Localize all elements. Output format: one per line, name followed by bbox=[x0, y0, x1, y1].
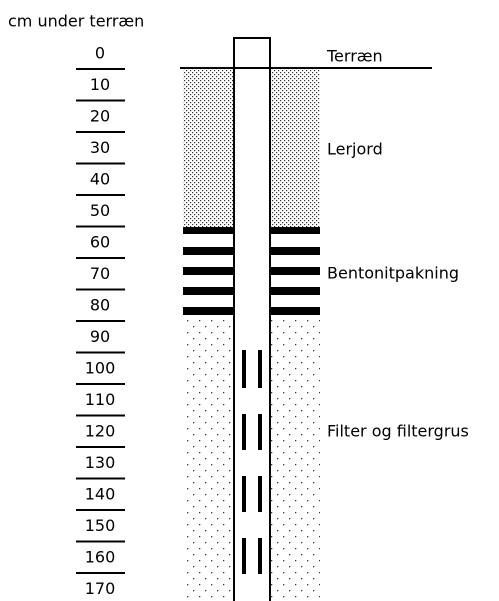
depth-label: 100 bbox=[85, 359, 116, 378]
depth-label: 130 bbox=[85, 453, 116, 472]
screen-slots bbox=[242, 350, 262, 574]
depth-label: 110 bbox=[85, 390, 116, 409]
layer-label: Lerjord bbox=[327, 140, 383, 159]
pipe bbox=[233, 37, 271, 601]
depth-label: 30 bbox=[90, 138, 110, 157]
depth-label: 90 bbox=[90, 327, 110, 346]
depth-label: 160 bbox=[85, 548, 116, 567]
clay-layer bbox=[270, 68, 320, 228]
filter-layer bbox=[183, 316, 233, 601]
bentonite-layer bbox=[183, 227, 320, 315]
depth-label: 20 bbox=[90, 107, 110, 126]
layer-label: Bentonitpakning bbox=[327, 264, 459, 283]
depth-label: 80 bbox=[90, 296, 110, 315]
depth-label: 60 bbox=[90, 233, 110, 252]
depth-label: 120 bbox=[85, 422, 116, 441]
depth-label: 70 bbox=[90, 264, 110, 283]
axis-title: cm under terræn bbox=[8, 12, 144, 31]
depth-label: 150 bbox=[85, 516, 116, 535]
depth-label: 50 bbox=[90, 201, 110, 220]
filter-layer bbox=[270, 316, 320, 601]
depth-scale: 0 10 20 30 40 50 60 70 80 90 100 110 120 130 140 150 160… bbox=[76, 44, 125, 598]
depth-label: 140 bbox=[85, 485, 116, 504]
depth-label: 40 bbox=[90, 170, 110, 189]
layer-label: Filter og filtergrus bbox=[327, 422, 469, 441]
depth-label: 0 bbox=[95, 44, 105, 63]
depth-label: 10 bbox=[90, 75, 110, 94]
clay-layer bbox=[183, 68, 233, 228]
depth-label: 170 bbox=[85, 579, 116, 598]
layer-label: Terræn bbox=[326, 47, 383, 66]
